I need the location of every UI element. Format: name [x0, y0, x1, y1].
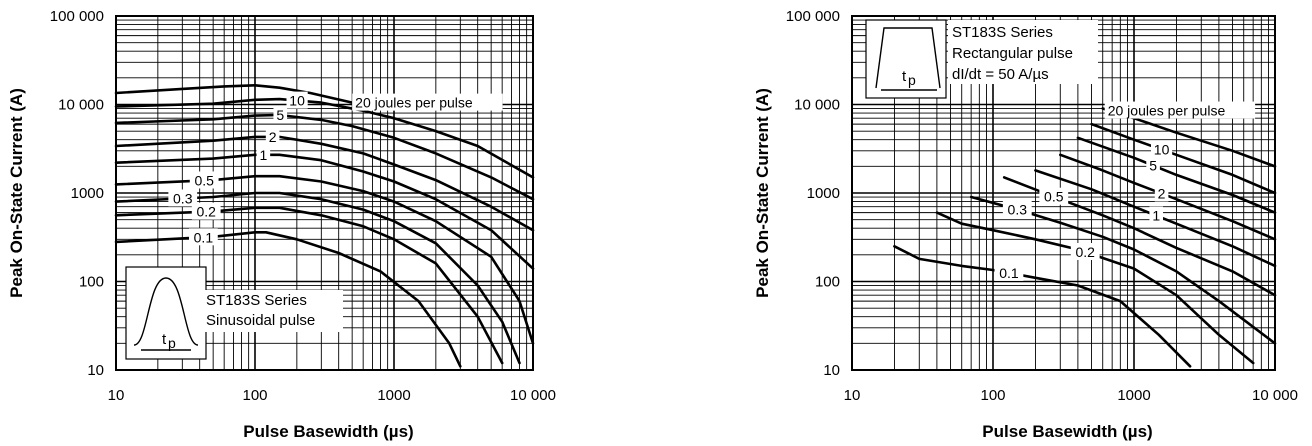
annotation: t p ST183S Series Sinusoidal pulse [125, 266, 343, 360]
series-line-0.3 [114, 191, 521, 365]
x-tick-label: 10 [844, 387, 861, 404]
curve-label-background [1150, 140, 1173, 158]
series-line-0.1 [893, 245, 1192, 368]
chart-rectangular-pulse: 10 100 1000 10 000 10 100 1000 10 000 100 000 Pul… [753, 8, 1298, 441]
x-tick-label: 10 000 [510, 387, 556, 404]
series-group [893, 107, 1277, 368]
curve-label: 0.1 [999, 265, 1019, 281]
grid [851, 16, 1275, 371]
x-tick-label: 100 [980, 387, 1005, 404]
curve-label: 5 [1149, 157, 1157, 173]
curve-label-background [273, 106, 288, 124]
series-line-1 [114, 153, 535, 270]
series-line-2 [114, 135, 535, 232]
note-background [205, 290, 343, 332]
y-tick-label: 10 000 [794, 97, 840, 114]
series-line-20 [114, 84, 354, 104]
x-axis-title: Pulse Basewidth (µs) [243, 422, 413, 441]
curve-label-background [286, 91, 308, 109]
curve-label: 0.3 [173, 190, 193, 206]
curve-label: 0.5 [194, 172, 214, 188]
curve-label: 10 [289, 93, 305, 109]
curve-label-background [1104, 101, 1256, 119]
curve-label: 1 [259, 147, 267, 163]
curve-label-background [994, 263, 1024, 281]
series-line-10 [1090, 122, 1277, 195]
note-background [948, 20, 1098, 84]
curve-label: 0.2 [1075, 244, 1095, 260]
tp-label: t [162, 331, 167, 348]
curve-label: 0.5 [1044, 189, 1064, 205]
tp-label: t [902, 68, 907, 85]
y-tick-label: 10 000 [58, 97, 104, 114]
annotation-line: Rectangular pulse [952, 45, 1073, 62]
y-tick-label: 100 000 [50, 8, 104, 25]
curve-label: 10 [1154, 142, 1170, 158]
x-axis-title: Pulse Basewidth (µs) [982, 422, 1152, 441]
curve-labels: 20 joules per pulse 10 5 21 0.50.30.2 0.1 [168, 91, 503, 246]
curve-label: 5 [276, 107, 284, 123]
x-tick-label: 1000 [1117, 387, 1150, 404]
curve-label: 20 joules per pulse [355, 95, 473, 111]
chart-sinusoidal-pulse: 10 100 1000 10 000 10 100 1000 10 000 100 000 Pul… [7, 8, 556, 441]
curve-label-background [189, 171, 219, 189]
curve-label: 2 [269, 129, 277, 145]
curve-label-background [1146, 156, 1160, 174]
x-tick-label: 100 [242, 387, 267, 404]
series-line-0.2 [114, 206, 504, 365]
curve-label: 0.2 [196, 204, 216, 220]
curve-label-background [1154, 184, 1169, 202]
curve-label-background [1149, 206, 1164, 224]
annotation: t p ST183S Series Rectangular pulse dI/dt = … [865, 19, 1098, 99]
pulse-inset [865, 19, 947, 99]
x-tick-label: 1000 [377, 387, 410, 404]
curve-label: 20 joules per pulse [1108, 103, 1226, 119]
rectangular-pulse-icon [875, 27, 941, 89]
curve-label-background [265, 127, 280, 145]
curve-label: 0.3 [1008, 201, 1028, 217]
series-line-5 [114, 113, 535, 201]
y-tick-label: 100 [79, 274, 104, 291]
annotation-line: ST183S Series [952, 24, 1053, 41]
curve-label: 0.1 [194, 229, 214, 245]
curve-label-background [1070, 242, 1100, 260]
y-tick-label: 100 000 [786, 8, 840, 25]
curve-label-background [352, 93, 503, 111]
y-axis-title: Peak On-State Current (A) [753, 88, 772, 298]
curve-label: 1 [1152, 208, 1160, 224]
series-line-0.5 [114, 174, 535, 345]
sinusoidal-pulse-icon [133, 277, 199, 346]
x-tick-label: 10 [108, 387, 125, 404]
annotation-line: Sinusoidal pulse [206, 312, 315, 329]
y-tick-label: 10 [823, 362, 840, 379]
annotation-line: dI/dt = 50 A/µs [952, 66, 1049, 83]
series-line-5 [1076, 136, 1277, 214]
series-line-10 [114, 97, 535, 179]
curve-label-background [191, 202, 221, 220]
x-tick-label: 10 000 [1252, 387, 1298, 404]
series-group [114, 84, 535, 368]
y-tick-label: 10 [87, 362, 104, 379]
plot-frame [115, 15, 534, 371]
curve-label-background [256, 145, 271, 163]
annotation-line: ST183S Series [206, 292, 307, 309]
curve-label-background [188, 228, 218, 246]
tp-subscript: p [908, 72, 916, 88]
curve-label-background [1002, 200, 1032, 218]
y-tick-label: 1000 [71, 185, 104, 202]
y-axis-title: Peak On-State Current (A) [7, 88, 26, 298]
y-tick-label: 1000 [807, 185, 840, 202]
curve-label: 2 [1158, 186, 1166, 202]
curve-label-background [168, 189, 198, 207]
y-tick-label: 100 [815, 274, 840, 291]
curve-label-background [1039, 187, 1069, 205]
tp-subscript: p [168, 335, 176, 351]
series-line-0.1 [114, 231, 462, 368]
